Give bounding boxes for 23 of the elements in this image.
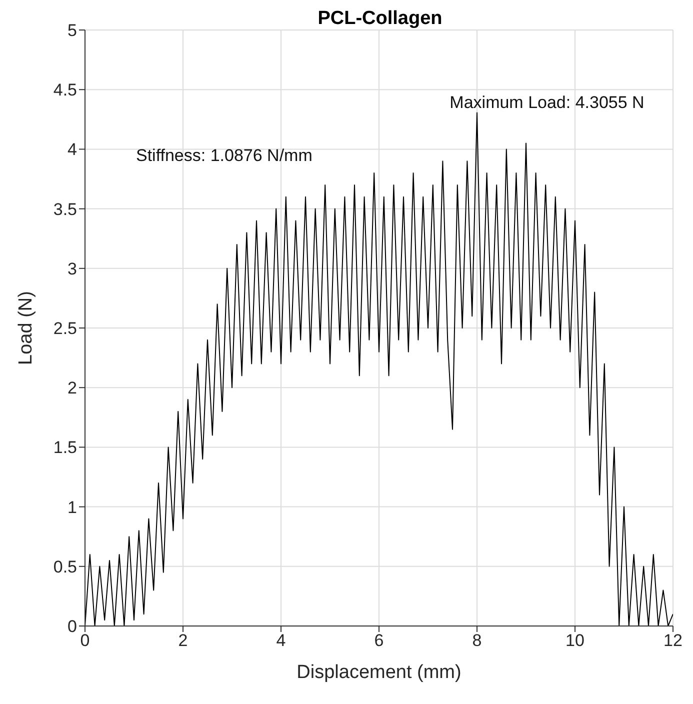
annotation: Stiffness: 1.0876 N/mm [136, 146, 312, 166]
y-tick-label: 4 [68, 140, 77, 160]
x-tick-label: 8 [472, 631, 482, 650]
x-tick-label: 10 [566, 631, 584, 650]
y-tick-label: 5 [68, 21, 77, 40]
x-tick-label: 2 [178, 631, 188, 650]
chart-title: PCL-Collagen [316, 8, 444, 30]
x-axis-title: Displacement (mm) [296, 662, 462, 683]
annotation: Maximum Load: 4.3055 N [450, 92, 644, 112]
x-tick-label: 6 [374, 631, 384, 650]
y-tick-label: 0 [68, 617, 77, 636]
y-tick-label: 2 [68, 378, 77, 398]
y-tick-label: 1.5 [53, 438, 77, 458]
y-tick-label: 3 [68, 259, 77, 278]
x-tick-label: 4 [276, 631, 286, 650]
y-axis-title: Load (N) [16, 291, 37, 365]
y-tick-label: 0.5 [53, 557, 77, 576]
x-tick-label: 12 [664, 631, 682, 650]
y-tick-label: 1 [68, 498, 77, 517]
x-tick-label: 0 [80, 631, 90, 650]
y-tick-label: 2.5 [53, 319, 77, 338]
y-tick-label: 3.5 [53, 200, 77, 219]
y-tick-label: 4.5 [53, 80, 77, 100]
